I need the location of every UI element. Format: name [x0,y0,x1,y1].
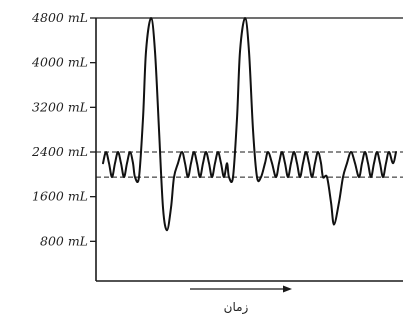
y-tick-label: 3200 mL [32,99,88,114]
reference-lines [96,151,403,178]
y-tick-label: 800 mL [40,233,88,248]
y-tick-label: 1600 mL [32,189,88,204]
y-ticks: 800 mL 1600 mL 2400 mL 3200 mL 4000 mL 4800 m… [31,10,96,248]
volume-trace [102,17,397,232]
y-tick-label: 4000 mL [31,55,88,70]
time-arrow [190,285,292,293]
y-tick-label: 2400 mL [31,144,88,159]
y-tick-label: 4800 mL [31,10,88,25]
x-axis-label: زمان [224,300,249,315]
